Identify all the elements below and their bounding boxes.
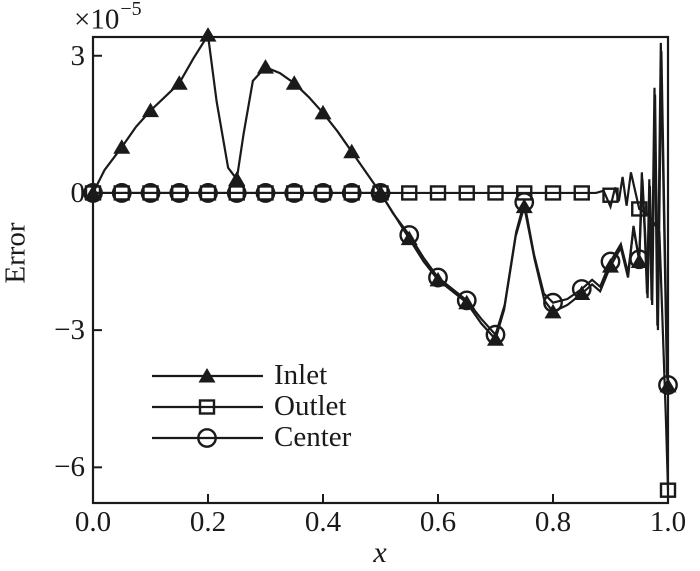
legend-marker-outlet: [198, 398, 216, 415]
x-axis-title: x: [373, 536, 387, 569]
series-marker-outlet: [84, 185, 102, 201]
series-marker-outlet: [631, 201, 648, 217]
series-marker-outlet: [544, 185, 562, 201]
series-marker-outlet: [286, 185, 303, 201]
legend-item-outlet: Outlet: [150, 391, 351, 422]
series-marker-outlet: [113, 185, 130, 201]
series-line-center: [93, 51, 670, 386]
series-marker-center: [111, 183, 132, 203]
x-tick-label-0.6: 0.6: [419, 506, 457, 538]
y-axis-title: Error: [0, 222, 32, 284]
series-marker-center: [600, 251, 621, 272]
series-marker-inlet: [630, 253, 648, 269]
legend-item-inlet: Inlet: [150, 360, 351, 391]
series-marker-center: [284, 183, 305, 203]
x-tick-label-0.4: 0.4: [304, 506, 342, 538]
y-tick-label-−6: −6: [54, 451, 85, 484]
legend-swatch-center: [152, 427, 263, 448]
legend-swatch-inlet: [152, 367, 263, 382]
y-axis-multiplier-exponent: −5: [120, 0, 142, 20]
series-marker-inlet: [199, 27, 217, 42]
series-marker-outlet: [257, 185, 274, 201]
series-marker-center: [83, 183, 103, 203]
series-marker-inlet: [228, 171, 246, 186]
series-marker-outlet: [602, 187, 619, 203]
series-marker-center: [514, 192, 535, 212]
series-marker-outlet: [458, 185, 475, 201]
legend-swatch-outlet: [152, 398, 263, 415]
series-marker-outlet: [372, 185, 389, 201]
series-marker-center: [226, 183, 247, 203]
series-marker-outlet: [429, 185, 447, 201]
series-marker-outlet: [573, 185, 590, 201]
series-marker-inlet: [170, 75, 188, 90]
plot-frame: [91, 35, 670, 505]
y-axis-multiplier-base: ×10: [74, 3, 120, 36]
series-marker-outlet: [401, 185, 418, 201]
series-marker-center: [543, 292, 563, 313]
series-marker-center: [255, 183, 276, 203]
series-marker-outlet: [487, 185, 504, 201]
legend: Inlet Outlet Center: [150, 360, 351, 453]
legend-item-center: Center: [150, 422, 351, 453]
series-marker-inlet: [257, 59, 274, 74]
series-marker-inlet: [458, 294, 476, 310]
series-marker-outlet: [199, 185, 217, 201]
series-marker-outlet: [343, 185, 360, 201]
series-marker-center: [198, 183, 218, 203]
series-marker-inlet: [314, 104, 332, 120]
x-tick-label-0.0: 0.0: [74, 506, 112, 538]
legend-label-inlet: Inlet: [274, 359, 328, 391]
series-marker-outlet: [314, 185, 332, 201]
series-marker-center: [485, 324, 506, 345]
series-marker-center: [456, 290, 477, 311]
y-axis-multiplier: ×10−5: [74, 0, 142, 37]
series-marker-inlet: [84, 184, 102, 200]
series-marker-center: [658, 375, 678, 395]
legend-label-center: Center: [274, 421, 352, 453]
series-marker-inlet: [142, 102, 159, 118]
y-tick-label-0: 0: [70, 176, 86, 209]
series-marker-center: [399, 225, 420, 245]
series-marker-outlet: [171, 185, 188, 201]
series-marker-center: [140, 183, 161, 203]
series-marker-center: [313, 183, 333, 203]
series-marker-center: [571, 279, 592, 299]
legend-marker-inlet: [198, 367, 216, 382]
series-marker-inlet: [659, 377, 677, 393]
legend-label-outlet: Outlet: [274, 390, 347, 422]
series-marker-center: [169, 183, 190, 203]
y-tick-label-−3: −3: [54, 314, 85, 347]
series-marker-outlet: [659, 482, 677, 498]
series-marker-center: [629, 249, 650, 270]
series-marker-inlet: [285, 75, 303, 90]
x-tick-label-1.0: 1.0: [649, 506, 687, 538]
series-marker-outlet: [516, 185, 533, 201]
series-marker-outlet: [142, 185, 159, 201]
legend-marker-center: [197, 427, 217, 448]
x-tick-label-0.2: 0.2: [189, 506, 227, 538]
x-tick-label-0.8: 0.8: [534, 506, 572, 538]
series-marker-inlet: [343, 143, 361, 159]
series-marker-inlet: [429, 271, 447, 287]
series-marker-outlet: [228, 185, 245, 201]
y-tick-label-3: 3: [70, 39, 86, 72]
series-marker-center: [370, 183, 391, 203]
series-marker-inlet: [372, 184, 389, 200]
series-marker-center: [428, 267, 448, 288]
series-marker-center: [341, 183, 362, 203]
series-marker-inlet: [113, 139, 131, 154]
